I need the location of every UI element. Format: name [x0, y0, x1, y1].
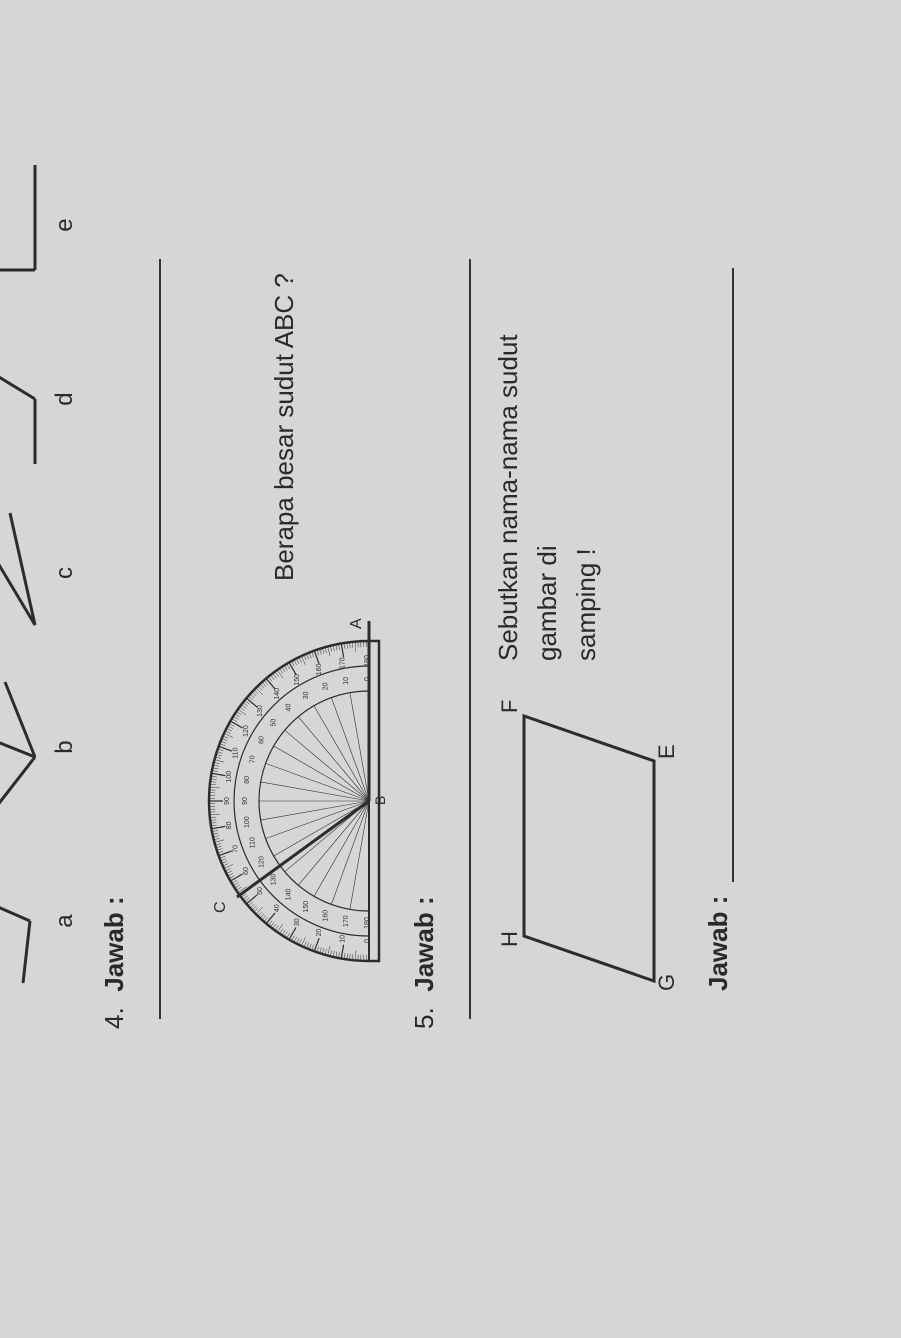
- angle-a-svg: [0, 851, 45, 991]
- point-b: B: [372, 796, 388, 805]
- parallelogram-svg: H F G E: [489, 691, 679, 991]
- svg-text:110: 110: [249, 837, 256, 848]
- angle-b: b: [0, 677, 79, 817]
- svg-text:40: 40: [274, 904, 281, 912]
- svg-text:90: 90: [224, 797, 231, 805]
- q4-block: 4. Jawab : 01801017020160301504014050130…: [99, 268, 389, 1029]
- svg-text:40: 40: [286, 704, 293, 712]
- q5-number: 5.: [409, 999, 440, 1029]
- angle-c-label: c: [51, 567, 79, 579]
- q3-angles-row: a b c: [0, 268, 79, 991]
- svg-text:70: 70: [232, 845, 239, 853]
- svg-text:130: 130: [257, 705, 264, 717]
- q5-instruction-l2: samping !: [567, 268, 606, 661]
- svg-text:140: 140: [274, 688, 281, 700]
- angle-d-label: d: [51, 392, 79, 405]
- svg-text:120: 120: [258, 856, 265, 868]
- angle-c-svg: [0, 503, 45, 643]
- angle-e: e: [0, 155, 79, 295]
- q4-jawab-row: 4. Jawab :: [99, 268, 161, 1029]
- angle-c: c: [0, 503, 79, 643]
- angle-a-label: a: [51, 914, 79, 927]
- svg-text:50: 50: [271, 719, 278, 727]
- svg-text:60: 60: [243, 867, 250, 875]
- svg-text:90: 90: [242, 797, 249, 805]
- svg-text:0: 0: [364, 939, 371, 943]
- final-jawab-label: Jawab :: [703, 896, 734, 991]
- svg-text:140: 140: [286, 889, 293, 901]
- angle-a: a: [0, 851, 79, 991]
- final-jawab-row: Jawab :: [703, 268, 734, 991]
- svg-text:100: 100: [226, 771, 233, 783]
- q5-jawab-label: Jawab :: [409, 896, 439, 991]
- q4-question: Berapa besar sudut ABC ?: [269, 268, 300, 581]
- svg-text:20: 20: [316, 929, 323, 937]
- worksheet-page: Jawab : e, a, d, b, c 3. Urutkan sudut-s…: [0, 218, 901, 1119]
- q5-instruction-l1: Sebutkan nama-nama sudut gambar di: [489, 268, 567, 661]
- svg-text:180: 180: [364, 917, 371, 929]
- svg-text:30: 30: [303, 691, 310, 699]
- svg-text:150: 150: [294, 674, 301, 686]
- svg-text:80: 80: [226, 821, 233, 829]
- svg-text:160: 160: [322, 910, 329, 922]
- protractor-svg: 0180101702016030150401405013060120701108…: [179, 611, 389, 991]
- svg-text:10: 10: [343, 677, 350, 685]
- svg-text:50: 50: [257, 887, 264, 895]
- angle-e-label: e: [51, 218, 79, 231]
- label-g: G: [654, 974, 679, 991]
- point-a: A: [348, 618, 365, 629]
- label-f: F: [497, 700, 522, 713]
- svg-text:110: 110: [232, 747, 239, 758]
- svg-text:70: 70: [249, 755, 256, 763]
- svg-text:120: 120: [243, 725, 250, 737]
- final-answer-line[interactable]: [710, 268, 734, 882]
- svg-text:160: 160: [316, 664, 323, 676]
- svg-text:130: 130: [271, 873, 278, 885]
- q4-answer-line[interactable]: [137, 259, 161, 1019]
- angle-b-label: b: [51, 740, 79, 753]
- svg-text:30: 30: [294, 918, 301, 926]
- q5-instruction: Sebutkan nama-nama sudut gambar di sampi…: [489, 268, 606, 661]
- svg-text:10: 10: [340, 935, 347, 943]
- svg-text:170: 170: [343, 915, 350, 927]
- angle-d-svg: [0, 329, 45, 469]
- q5-answer-line-top[interactable]: [447, 259, 471, 1019]
- label-e: E: [654, 744, 679, 759]
- svg-text:150: 150: [303, 901, 310, 913]
- q5-block: 5. Jawab : H F G E Sebutkan nama-nama su…: [409, 268, 734, 1029]
- angle-b-svg: [0, 677, 45, 817]
- svg-text:20: 20: [322, 682, 329, 690]
- label-h: H: [497, 931, 522, 947]
- svg-text:100: 100: [244, 816, 251, 828]
- q5-figure-row: H F G E Sebutkan nama-nama sudut gambar …: [489, 268, 679, 991]
- svg-text:60: 60: [258, 736, 265, 744]
- angle-d: d: [0, 329, 79, 469]
- q4-figure-row: 0180101702016030150401405013060120701108…: [179, 268, 389, 991]
- q4-jawab-label: Jawab :: [99, 896, 129, 991]
- q4-number: 4.: [99, 999, 130, 1029]
- q5-jawab-row: 5. Jawab :: [409, 268, 471, 1029]
- svg-text:80: 80: [244, 776, 251, 784]
- point-c: C: [212, 901, 229, 913]
- svg-text:170: 170: [340, 657, 347, 669]
- angle-e-svg: [0, 155, 45, 295]
